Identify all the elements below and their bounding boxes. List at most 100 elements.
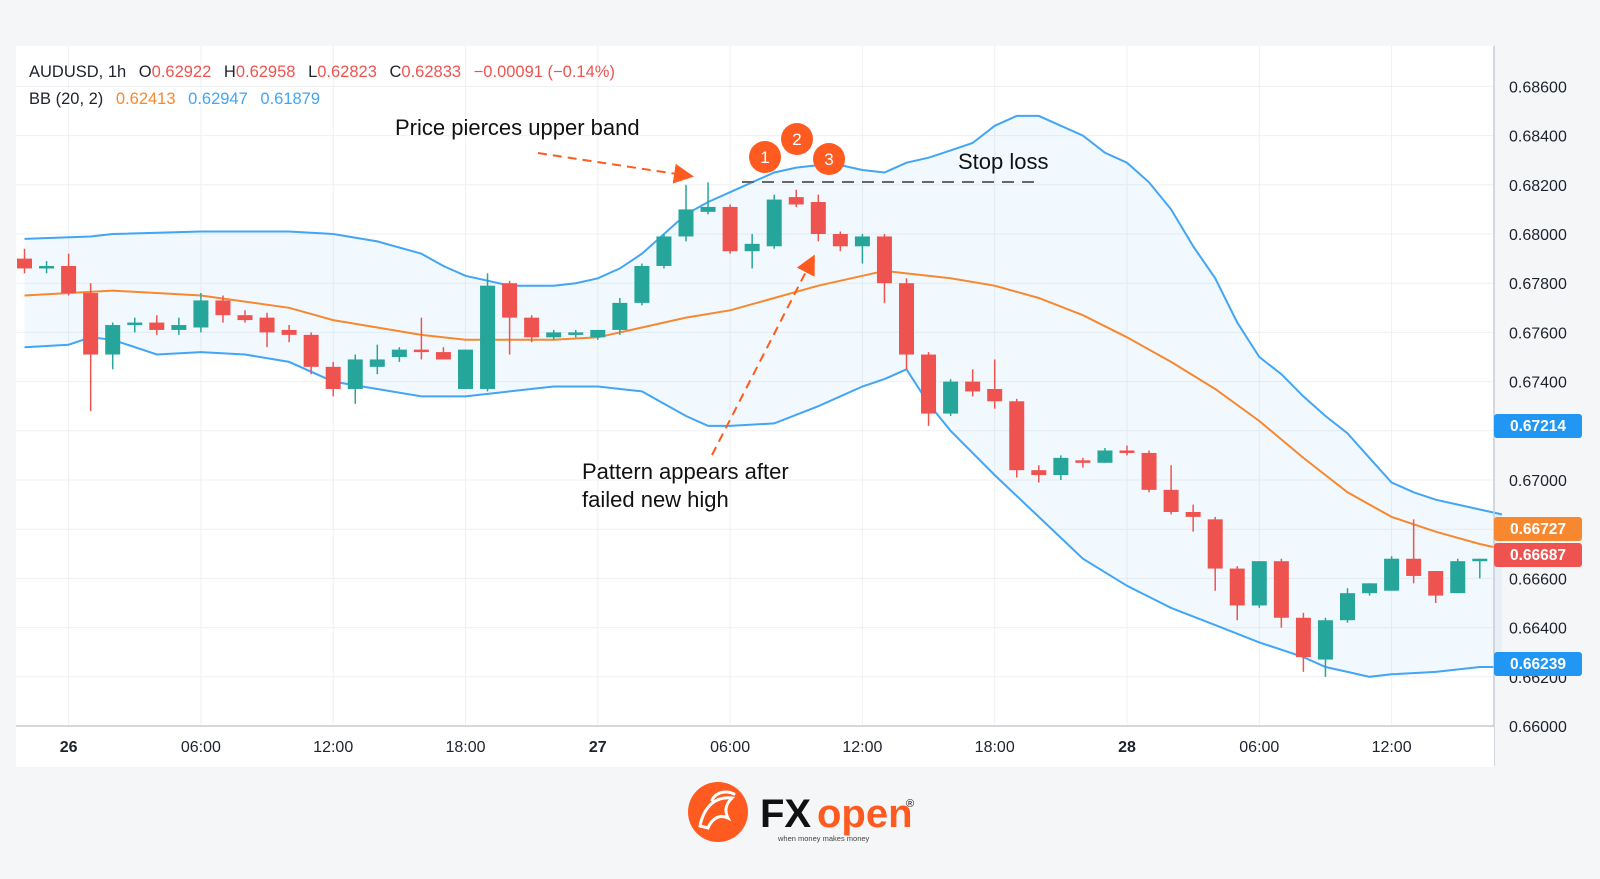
candle [215,295,231,323]
candle [193,293,209,333]
price-label-upper: 0.67214 [1494,414,1582,438]
price-label-lower: 0.66239 [1494,652,1582,676]
candle-body [921,354,937,414]
candle [347,354,363,404]
candle [458,349,473,389]
price-label-last-text: 0.66687 [1510,547,1566,564]
price-tick-label: 0.68400 [1509,129,1567,146]
price-tick-label: 0.67800 [1509,276,1567,293]
dragon-emblem-detail [698,790,736,830]
candle [480,273,496,392]
candle-body [39,265,55,269]
candle-body [965,381,981,392]
candle [281,325,297,343]
price-axis[interactable]: 0.660000.662000.664000.666000.668000.670… [1509,79,1567,736]
price-label-lower-text: 0.66239 [1510,656,1566,673]
candle-body [1141,452,1157,490]
brand-fx: FX [760,792,811,836]
candle-body [458,349,473,389]
ohlc-legend-text: AUDUSD, 1h O0.62922 H0.62958 L0.62823 C0… [29,63,615,81]
candle [259,312,275,348]
low-label: L [308,63,317,81]
candle-body [744,243,760,252]
candle-body [788,197,804,205]
badge-3-label: 3 [824,150,833,169]
candle-body [1163,489,1179,512]
time-tick-label: 12:00 [313,739,353,756]
bb-basis-line [24,269,1503,550]
bb-lower-value: 0.61879 [260,90,320,108]
candle-body [943,381,959,414]
candle-body [1097,450,1113,463]
time-tick-label: 18:00 [445,739,485,756]
price-label-basis: 0.66727 [1494,517,1582,541]
candle-body [1053,457,1069,476]
price-tick-label: 0.68000 [1509,227,1567,244]
candle [413,317,429,360]
badge-2-label: 2 [792,130,801,149]
candle [1163,465,1179,515]
candle [237,310,253,323]
candle-body [810,202,826,234]
candle [1428,571,1444,603]
candle [1141,450,1157,493]
candle [435,347,451,360]
candle [1185,504,1201,532]
brand-open: open [817,792,913,836]
candle [1362,583,1378,596]
badge-1-label: 1 [760,148,769,167]
candle [1295,612,1311,672]
ohlc-legend: AUDUSD, 1h O0.62922 H0.62958 L0.62823 C0… [29,63,615,108]
high-value: 0.62958 [236,63,296,81]
high-label: H [224,63,236,81]
candle [987,359,1003,409]
time-tick-label: 27 [589,739,607,756]
candle-body [171,325,187,330]
candle [149,315,165,335]
candle-body [369,359,385,367]
candle [766,194,782,249]
time-axis-ticks: 26 06:00 12:00 18:00 27 06:00 12:00 18:00 28 06:0… [60,739,1412,756]
candle [391,347,407,362]
candle-body [149,322,165,330]
candle [1340,588,1355,623]
close-value: 0.62833 [401,63,461,81]
bb-basis-value: 0.62413 [116,90,176,108]
candle-body [590,329,606,338]
candle [612,297,628,335]
candle-body [987,388,1003,402]
time-axis[interactable] [16,727,1494,767]
candle-body [259,317,275,333]
candle [590,329,606,340]
badge-1: 1 [749,141,781,173]
brand-registered: ® [906,798,914,810]
candle [1406,519,1422,584]
candle [1097,448,1113,463]
candle-body [215,300,231,316]
candle-body [105,325,121,355]
candle [810,194,826,242]
time-tick-label: 12:00 [842,739,882,756]
candle-body [1273,561,1289,618]
time-tick-label: 12:00 [1372,739,1412,756]
candle [1251,561,1267,608]
candle-body [678,209,694,237]
candle [1229,566,1245,621]
change-value: −0.00091 (−0.14%) [474,63,615,81]
price-tick-label: 0.68200 [1509,178,1567,195]
candle [83,283,99,412]
price-tick-label: 0.68600 [1509,79,1567,96]
candle-body [413,349,429,353]
low-value: 0.62823 [317,63,377,81]
candle [105,322,121,370]
open-value: 0.62922 [152,63,212,81]
candle [524,315,540,343]
price-tick-label: 0.67000 [1509,473,1567,490]
candle-body [1340,593,1355,621]
price-label-last: 0.66687 [1494,543,1582,567]
candle-body [127,322,143,326]
candle [39,261,55,274]
candle-body [854,236,870,247]
candle [744,234,760,269]
